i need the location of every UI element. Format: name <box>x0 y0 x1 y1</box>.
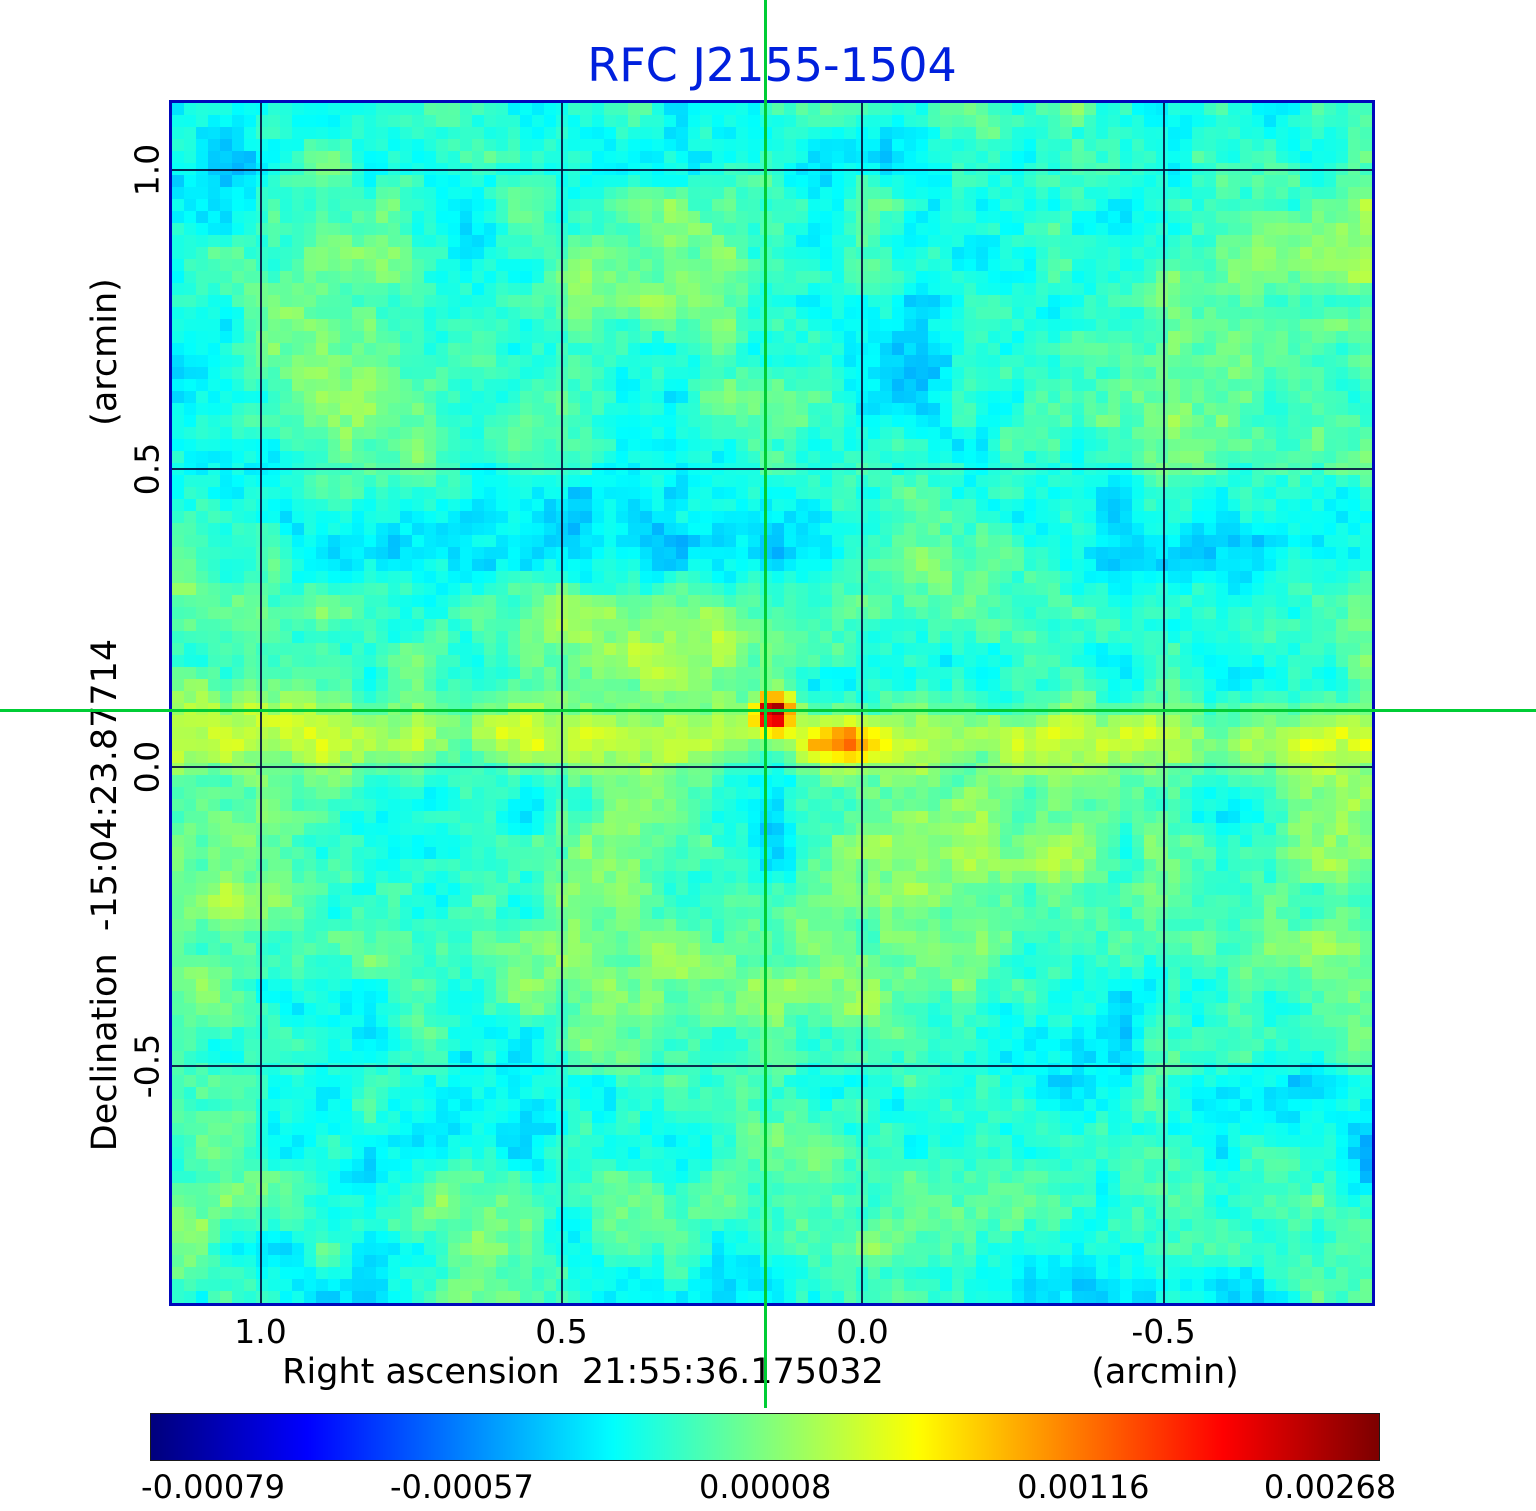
y-tick-label: 0.5 <box>127 442 167 495</box>
grid-line-horizontal <box>172 168 1372 171</box>
y-tick-label: 1.0 <box>127 143 167 197</box>
colorbar-tick-label: 0.00008 <box>699 1468 832 1506</box>
x-tick-label: 0.5 <box>535 1312 588 1351</box>
y-tick-label: 0.0 <box>127 740 167 794</box>
x-axis-label: Right ascension 21:55:36.175032 <box>282 1352 884 1392</box>
grid-line-vertical <box>259 103 262 1303</box>
crosshair-vertical-line <box>764 0 767 1408</box>
colorbar-tick-label: -0.00079 <box>141 1468 285 1506</box>
grid-line-horizontal <box>172 765 1372 768</box>
grid-overlay <box>172 103 1372 1303</box>
colorbar-gradient <box>151 1414 1379 1460</box>
x-tick-label: 1.0 <box>234 1312 287 1351</box>
grid-line-horizontal <box>172 1064 1372 1067</box>
colorbar-tick-label: 0.00268 <box>1263 1468 1397 1506</box>
colorbar-tick-label: -0.00057 <box>389 1468 534 1506</box>
grid-line-vertical <box>861 103 864 1303</box>
grid-line-vertical <box>560 103 563 1303</box>
y-axis-label: Declination -15:04:23.87714 <box>85 638 125 1152</box>
grid-line-horizontal <box>172 467 1372 470</box>
y-tick-label: -0.5 <box>127 1033 167 1098</box>
x-tick-label: 0.0 <box>836 1312 889 1351</box>
colorbar <box>150 1413 1380 1461</box>
grid-line-vertical <box>1162 103 1165 1303</box>
plot-title: RFC J2155-1504 <box>587 38 957 92</box>
x-axis-unit-label: (arcmin) <box>1091 1352 1239 1392</box>
x-tick-label: -0.5 <box>1131 1312 1196 1351</box>
colorbar-tick-label: 0.00116 <box>1017 1468 1150 1506</box>
heatmap-image <box>172 103 1372 1303</box>
crosshair-horizontal-line <box>0 709 1536 712</box>
sky-map-plot <box>169 100 1375 1306</box>
y-axis-unit-label: (arcmin) <box>85 278 125 426</box>
